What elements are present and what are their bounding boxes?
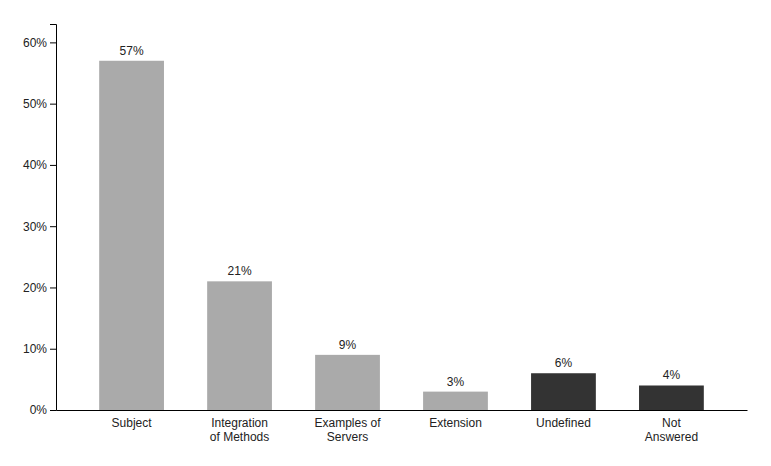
bar — [99, 61, 164, 410]
data-label: 57% — [120, 44, 144, 58]
x-tick-label-line: Examples of — [315, 416, 382, 430]
bar — [207, 281, 272, 410]
data-label: 9% — [339, 338, 357, 352]
x-axis: Subject Integrationof Methods Examples ofS… — [57, 411, 748, 444]
bar — [531, 373, 596, 410]
y-axis: 0% 10% 20% 30% 40% 50% 60% — [23, 25, 57, 418]
x-tick-label: Extension — [429, 416, 482, 430]
y-tick-label: 50% — [23, 97, 47, 111]
x-axis-line — [57, 410, 748, 411]
x-tick-label-line: Not — [662, 416, 681, 430]
y-tick-label: 0% — [30, 403, 48, 417]
x-tick: Undefined — [536, 416, 591, 430]
data-label: 21% — [228, 264, 252, 278]
y-tick-mark — [50, 287, 56, 288]
x-tick-label: NotAnswered — [645, 416, 698, 444]
y-tick: 30% — [23, 220, 56, 234]
y-tick-label: 10% — [23, 342, 47, 356]
y-tick-mark — [50, 165, 56, 166]
y-tick: 60% — [23, 36, 56, 50]
x-tick: Extension — [429, 416, 482, 430]
x-tick-label: Integrationof Methods — [210, 416, 269, 444]
x-tick-label: Undefined — [536, 416, 591, 430]
y-tick-label: 20% — [23, 281, 47, 295]
bar — [639, 385, 704, 410]
x-tick: NotAnswered — [645, 416, 698, 444]
y-tick: 10% — [23, 342, 56, 356]
y-tick-mark — [50, 42, 56, 43]
x-tick: Subject — [112, 416, 153, 430]
chart: 0% 10% 20% 30% 40% 50% 60% Subject Integrationof… — [0, 0, 771, 466]
data-label: 3% — [447, 375, 465, 389]
y-tick: 20% — [23, 281, 56, 295]
x-tick-label-line: Undefined — [536, 416, 591, 430]
y-tick-mark — [50, 104, 56, 105]
x-tick: Examples ofServers — [315, 416, 382, 444]
x-tick-label-line: Answered — [645, 430, 698, 444]
x-tick: Integrationof Methods — [210, 416, 269, 444]
x-tick-label: Subject — [112, 416, 153, 430]
x-tick-label-line: Extension — [429, 416, 482, 430]
data-label: 6% — [555, 356, 573, 370]
x-tick-label-line: of Methods — [210, 430, 269, 444]
bar — [423, 392, 488, 410]
y-tick-label: 60% — [23, 36, 47, 50]
x-tick-label-line: Servers — [327, 430, 368, 444]
data-label: 4% — [663, 368, 681, 382]
y-tick: 40% — [23, 158, 56, 172]
x-tick-label: Examples ofServers — [315, 416, 382, 444]
y-tick-mark — [50, 410, 56, 411]
y-tick-mark — [50, 226, 56, 227]
y-tick-label: 30% — [23, 220, 47, 234]
y-tick: 50% — [23, 97, 56, 111]
bars — [99, 61, 704, 410]
y-tick: 0% — [30, 403, 56, 417]
data-labels: 57% 21% 9% 3% 6% 4% — [120, 44, 681, 389]
bar — [315, 355, 380, 410]
x-tick-label-line: Subject — [112, 416, 153, 430]
y-tick-label: 40% — [23, 158, 47, 172]
y-tick-mark — [50, 349, 56, 350]
y-axis-line — [50, 25, 57, 411]
x-tick-label-line: Integration — [211, 416, 268, 430]
